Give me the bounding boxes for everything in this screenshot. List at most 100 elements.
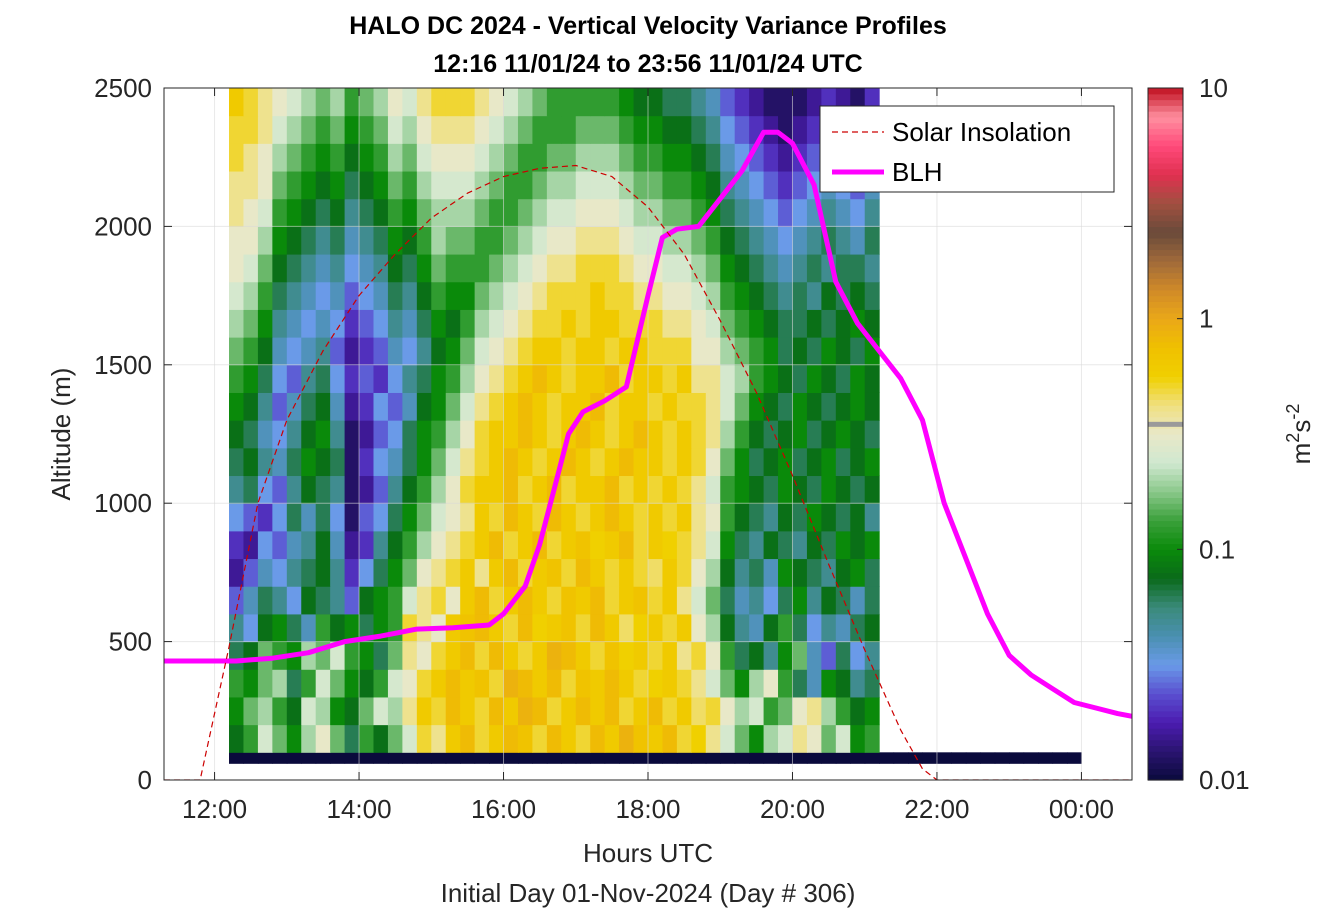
heatmap-cell — [705, 447, 721, 477]
heatmap-cell — [229, 171, 244, 200]
heatmap-cell — [532, 88, 548, 117]
heatmap-cell — [532, 558, 548, 587]
heatmap-cell — [806, 503, 822, 532]
heatmap-cell — [575, 88, 591, 117]
heatmap-cell — [908, 752, 924, 764]
heatmap-cell — [301, 392, 317, 421]
heatmap-cell — [705, 752, 721, 764]
heatmap-cell — [330, 337, 346, 366]
heatmap-cell — [835, 475, 851, 504]
heatmap-cell — [257, 198, 273, 227]
heatmap-cell — [662, 586, 678, 615]
heatmap-cell — [431, 309, 447, 338]
colorbar-segment — [1148, 428, 1183, 435]
heatmap-cell — [604, 669, 620, 698]
heatmap-cell — [474, 503, 490, 532]
heatmap-cell — [387, 586, 403, 615]
heatmap-cell — [720, 503, 736, 532]
heatmap-cell — [778, 420, 793, 449]
heatmap-cell — [850, 613, 866, 643]
heatmap-cell — [489, 281, 505, 310]
heatmap-cell — [1066, 752, 1082, 764]
heatmap-cell — [864, 475, 880, 504]
heatmap-cell — [532, 254, 548, 283]
heatmap-cell — [951, 752, 967, 764]
heatmap-cell — [850, 392, 866, 421]
heatmap-cell — [778, 143, 793, 172]
heatmap-cell — [517, 143, 533, 172]
heatmap-cell — [445, 420, 461, 449]
colorbar-segment — [1148, 243, 1183, 251]
heatmap-cell — [489, 475, 505, 504]
heatmap-cell — [604, 420, 620, 449]
heatmap-cell — [301, 143, 317, 172]
heatmap-cell — [445, 198, 461, 227]
heatmap-cell — [705, 613, 721, 643]
heatmap-cell — [676, 392, 692, 421]
heatmap-cell — [272, 752, 288, 764]
heatmap-cell — [720, 530, 736, 560]
heatmap-cell — [460, 254, 476, 283]
heatmap-cell — [474, 88, 490, 117]
heatmap-cell — [257, 724, 273, 753]
heatmap-cell — [778, 696, 793, 726]
heatmap-cell — [460, 115, 476, 144]
heatmap-cell — [489, 641, 505, 670]
heatmap-cell — [590, 198, 606, 227]
heatmap-cell — [590, 530, 606, 560]
colorbar-segment — [1148, 122, 1183, 129]
heatmap-cell — [778, 586, 793, 615]
heatmap-cell — [402, 392, 418, 421]
heatmap-cell — [980, 752, 996, 764]
heatmap-cell — [416, 752, 432, 764]
heatmap-cell — [503, 641, 519, 670]
heatmap-cell — [619, 115, 635, 144]
heatmap-cell — [763, 281, 779, 310]
heatmap-cell — [387, 447, 403, 477]
colorbar-segment — [1148, 635, 1183, 643]
heatmap-cell — [821, 752, 837, 764]
heatmap-cell — [301, 669, 317, 698]
heatmap-cell — [315, 724, 331, 753]
heatmap-cell — [778, 198, 793, 227]
heatmap-cell — [575, 530, 591, 560]
heatmap-cell — [590, 364, 606, 393]
heatmap-cell — [821, 613, 837, 643]
heatmap-cell — [561, 198, 577, 227]
heatmap-cell — [705, 143, 721, 172]
heatmap-cell — [474, 171, 490, 200]
heatmap-cell — [517, 530, 533, 560]
heatmap-cell — [864, 364, 880, 393]
heatmap-cell — [532, 724, 548, 753]
heatmap-cell — [416, 447, 432, 477]
heatmap-cell — [763, 558, 779, 587]
heatmap-cell — [272, 143, 288, 172]
heatmap-cell — [720, 337, 736, 366]
heatmap-cell — [460, 503, 476, 532]
heatmap-cell — [662, 558, 678, 587]
heatmap-cell — [561, 530, 577, 560]
heatmap-cell — [416, 420, 432, 449]
heatmap-cell — [778, 558, 793, 587]
heatmap-cell — [720, 586, 736, 615]
heatmap-cell — [315, 143, 331, 172]
heatmap-cell — [402, 337, 418, 366]
colorbar-segment — [1148, 335, 1183, 343]
heatmap-cell — [257, 475, 273, 504]
heatmap-cell — [460, 669, 476, 698]
heatmap-cell — [691, 420, 707, 449]
heatmap-cell — [691, 641, 707, 670]
heatmap-cell — [344, 447, 360, 477]
heatmap-cell — [330, 392, 346, 421]
colorbar-segment — [1148, 353, 1183, 360]
heatmap-cell — [272, 724, 288, 753]
heatmap-cell — [315, 226, 331, 255]
heatmap-cell — [243, 503, 259, 532]
heatmap-cell — [489, 447, 505, 477]
colorbar-segment — [1148, 393, 1183, 400]
heatmap-cell — [460, 226, 476, 255]
heatmap-cell — [749, 364, 765, 393]
heatmap-cell — [546, 724, 562, 753]
heatmap-cell — [806, 364, 822, 393]
heatmap-cell — [633, 364, 649, 393]
